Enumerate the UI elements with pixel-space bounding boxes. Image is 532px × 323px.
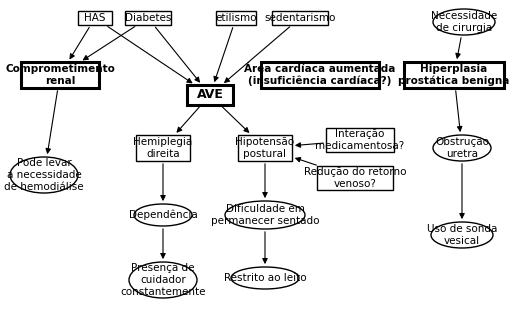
- FancyBboxPatch shape: [238, 135, 292, 161]
- FancyBboxPatch shape: [272, 11, 328, 25]
- Text: Diabetes: Diabetes: [125, 13, 171, 23]
- Ellipse shape: [433, 135, 491, 161]
- Text: Pode levar
a necessidade
de hemodiálise: Pode levar a necessidade de hemodiálise: [4, 158, 84, 192]
- FancyBboxPatch shape: [261, 62, 379, 88]
- Ellipse shape: [10, 157, 78, 193]
- Text: Obstrução
uretra: Obstrução uretra: [435, 137, 489, 159]
- Text: Dependência: Dependência: [129, 210, 197, 220]
- Text: Redução do retorno
venoso?: Redução do retorno venoso?: [304, 167, 406, 189]
- FancyBboxPatch shape: [404, 62, 504, 88]
- Text: Comprometimento
renal: Comprometimento renal: [5, 64, 115, 86]
- Text: Dificuldade em
permanecer sentado: Dificuldade em permanecer sentado: [211, 204, 319, 226]
- FancyBboxPatch shape: [317, 166, 393, 190]
- Text: Necessidade
de cirurgia: Necessidade de cirurgia: [431, 11, 497, 33]
- Text: Interação
medicamentosa?: Interação medicamentosa?: [315, 129, 405, 151]
- Text: HAS: HAS: [84, 13, 106, 23]
- Text: Área cardíaca aumentada
(insuficiência cardíaca?): Área cardíaca aumentada (insuficiência c…: [244, 64, 396, 86]
- Text: AVE: AVE: [196, 89, 223, 101]
- FancyBboxPatch shape: [136, 135, 190, 161]
- Text: Uso de sonda
vesical: Uso de sonda vesical: [427, 224, 497, 246]
- FancyBboxPatch shape: [216, 11, 256, 25]
- Ellipse shape: [433, 9, 495, 35]
- Text: sedentarismo: sedentarismo: [264, 13, 336, 23]
- Text: etilismo: etilismo: [215, 13, 257, 23]
- FancyBboxPatch shape: [125, 11, 171, 25]
- Ellipse shape: [129, 262, 197, 298]
- Text: Hiperplasia
prostática benigna: Hiperplasia prostática benigna: [398, 64, 510, 86]
- Ellipse shape: [134, 204, 192, 226]
- FancyBboxPatch shape: [326, 128, 394, 152]
- FancyBboxPatch shape: [21, 62, 99, 88]
- Text: Restrito ao leito: Restrito ao leito: [223, 273, 306, 283]
- Text: Hemiplegia
direita: Hemiplegia direita: [134, 137, 193, 159]
- Text: Presença de
cuidador
constantemente: Presença de cuidador constantemente: [120, 263, 206, 297]
- FancyBboxPatch shape: [78, 11, 112, 25]
- Ellipse shape: [225, 201, 305, 229]
- Ellipse shape: [231, 267, 299, 289]
- FancyBboxPatch shape: [187, 85, 233, 105]
- Ellipse shape: [431, 222, 493, 248]
- Text: Hipotensão
postural: Hipotensão postural: [236, 137, 295, 159]
